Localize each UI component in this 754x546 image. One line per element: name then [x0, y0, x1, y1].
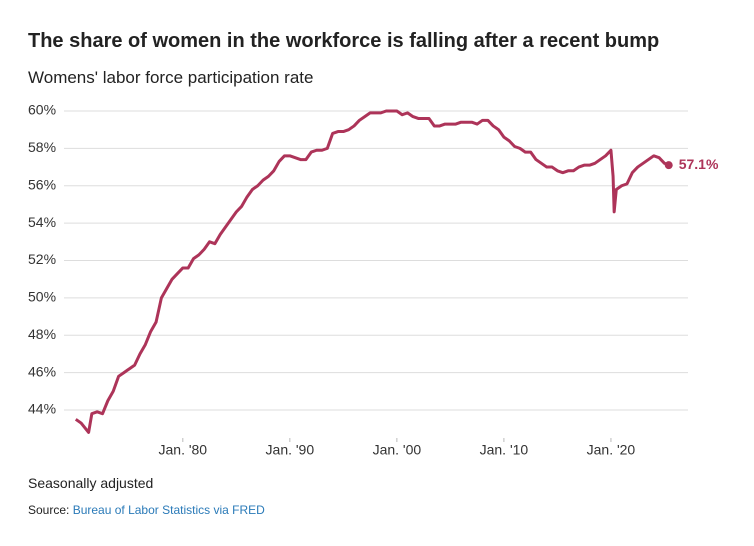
chart: 44% 46% 48% 50% 52% 54% 56% 58% 60% Jan. '80 Jan. … [28, 102, 719, 458]
chart-title: The share of women in the workforce is f… [28, 30, 660, 52]
y-tick-label: 46% [28, 363, 56, 379]
source-link[interactable]: Bureau of Labor Statistics via FRED [72, 503, 265, 517]
y-tick-label: 56% [28, 176, 56, 192]
source: Source: Bureau of Labor Statistics via F… [28, 503, 265, 517]
x-tick-label: Jan. '90 [266, 442, 315, 458]
x-tick-label: Jan. '80 [159, 442, 208, 458]
y-tick-label: 54% [28, 214, 56, 230]
y-tick-label: 48% [28, 326, 56, 342]
end-dot [664, 161, 673, 170]
x-tick-label: Jan. '20 [587, 442, 636, 458]
end-label: 57.1% [679, 156, 719, 172]
note: Seasonally adjusted [28, 475, 154, 491]
y-tick-label: 52% [28, 251, 56, 267]
y-tick-label: 50% [28, 289, 56, 305]
line [74, 109, 670, 434]
y-tick-label: 60% [28, 102, 56, 118]
y-tick-label: 44% [28, 401, 56, 417]
x-tick-label: Jan. '00 [373, 442, 422, 458]
source-prefix: Source: [28, 503, 70, 517]
chart-subtitle: Womens' labor force participation rate [28, 68, 314, 87]
x-tick-label: Jan. '10 [480, 442, 529, 458]
y-tick-label: 58% [28, 139, 56, 155]
